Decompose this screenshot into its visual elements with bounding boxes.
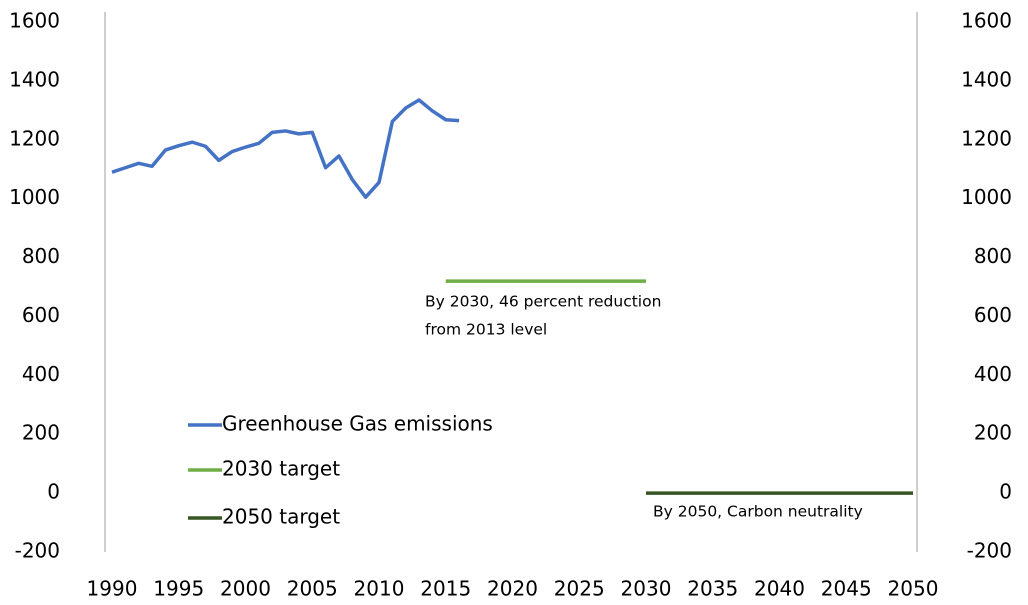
y-tick-label: -200	[15, 539, 60, 563]
annotation: By 2030, 46 percent reduction	[425, 293, 661, 311]
x-tick-label: 2050	[888, 577, 939, 601]
x-tick-label: 2010	[354, 577, 405, 601]
y-tick-label: 400	[22, 362, 60, 386]
y-tick-label: 1200	[9, 126, 60, 150]
y-tick-label: 0	[47, 480, 60, 504]
y2-tick-label: 0	[999, 480, 1012, 504]
x-tick-label: 2035	[687, 577, 738, 601]
x-tick-label: 1990	[87, 577, 138, 601]
y2-tick-label: 200	[974, 421, 1012, 445]
annotation: from 2013 level	[425, 321, 547, 339]
y-tick-label: 600	[22, 303, 60, 327]
x-tick-label: 2000	[220, 577, 271, 601]
x-tick-label: 2025	[554, 577, 605, 601]
x-tick-label: 2005	[287, 577, 338, 601]
y-tick-label: 200	[22, 421, 60, 445]
y-tick-label: 1000	[9, 185, 60, 209]
y2-tick-label: -200	[967, 539, 1012, 563]
x-tick-label: 1995	[153, 577, 204, 601]
series-line	[111, 98, 460, 199]
x-tick-label: 2040	[754, 577, 805, 601]
y2-tick-label: 1600	[961, 9, 1012, 33]
legend-label: 2050 target	[222, 505, 340, 529]
legend-label: Greenhouse Gas emissions	[222, 412, 493, 436]
y2-tick-label: 1400	[961, 67, 1012, 91]
y2-tick-label: 1200	[961, 126, 1012, 150]
x-tick-label: 2045	[821, 577, 872, 601]
x-tick-label: 2015	[420, 577, 471, 601]
x-tick-label: 2020	[487, 577, 538, 601]
y-tick-label: 1600	[9, 9, 60, 33]
x-tick-label: 2030	[621, 577, 672, 601]
annotation: By 2050, Carbon neutrality	[653, 503, 863, 521]
y2-tick-label: 1000	[961, 185, 1012, 209]
legend-label: 2030 target	[222, 457, 340, 481]
y2-tick-label: 600	[974, 303, 1012, 327]
y2-tick-label: 400	[974, 362, 1012, 386]
y-tick-label: 1400	[9, 67, 60, 91]
y2-tick-label: 800	[974, 244, 1012, 268]
y-tick-label: 800	[22, 244, 60, 268]
